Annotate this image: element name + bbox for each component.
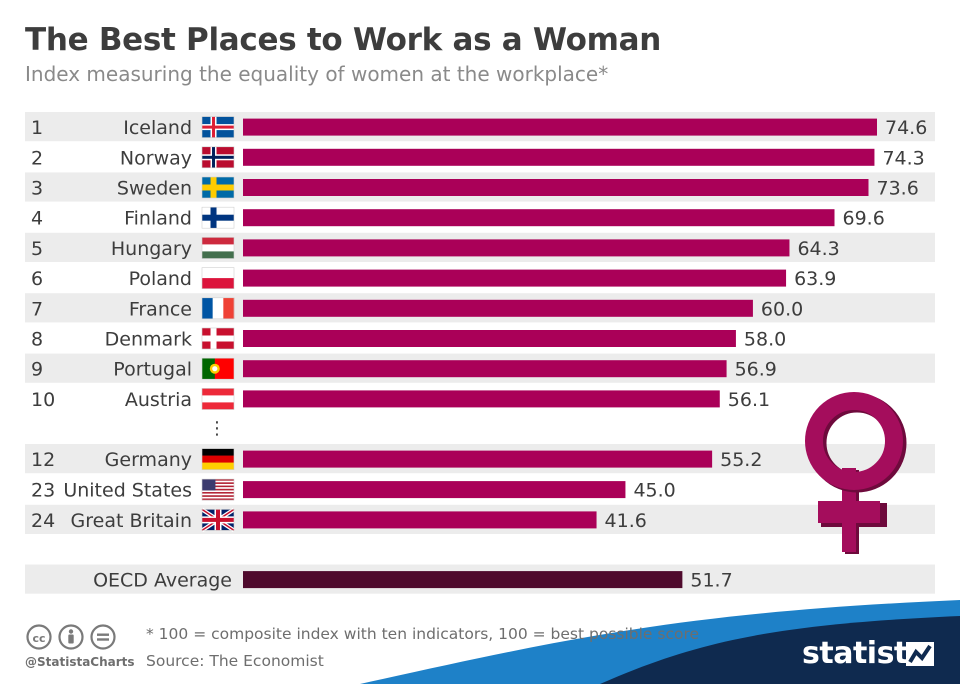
country-label: Austria: [125, 389, 192, 411]
value-label: 56.9: [735, 359, 777, 381]
source-note: Source: The Economist: [146, 652, 324, 670]
bar: [243, 239, 790, 257]
value-label: 58.0: [744, 329, 786, 351]
chart-title: The Best Places to Work as a Woman: [25, 22, 662, 58]
average-label: OECD Average: [93, 570, 232, 592]
statista-handle: @StatistaCharts: [25, 655, 135, 669]
france-flag: [201, 297, 235, 320]
bar: [243, 148, 875, 166]
bar: [243, 450, 713, 468]
country-label: Poland: [129, 268, 192, 290]
bar: [243, 269, 787, 287]
value-label: 63.9: [794, 268, 836, 290]
poland-flag: [201, 267, 235, 289]
svg-text:cc: cc: [32, 632, 45, 645]
rank-label: 10: [31, 389, 55, 411]
value-label: 55.2: [720, 449, 762, 471]
country-label: France: [129, 298, 192, 320]
rank-label: 2: [31, 147, 43, 169]
bar: [243, 390, 720, 408]
norway-flag: [201, 146, 235, 169]
rank-label: 1: [31, 117, 43, 139]
rank-label: 24: [31, 510, 55, 532]
value-label: 45.0: [633, 480, 675, 502]
bar: [243, 118, 877, 136]
hungary-flag: [201, 237, 235, 259]
license-icons: cc: [26, 624, 116, 650]
bar: [243, 360, 727, 378]
germany-flag: [201, 448, 235, 470]
bar: [243, 330, 736, 347]
rank-label: 7: [31, 298, 43, 320]
austria-flag: [201, 388, 235, 410]
rank-label: 8: [31, 329, 43, 351]
rank-label: 4: [31, 208, 43, 230]
country-label: Great Britain: [71, 510, 192, 532]
bar: [243, 179, 869, 196]
country-label: Finland: [124, 208, 192, 230]
chart-subtitle: Index measuring the equality of women at…: [25, 62, 609, 86]
value-label: 74.6: [885, 117, 927, 139]
value-label: 74.3: [882, 147, 924, 169]
rank-label: 5: [31, 238, 43, 260]
footnote: * 100 = composite index with ten indicat…: [146, 625, 700, 643]
average-bar: [243, 571, 683, 589]
sweden-flag: [201, 176, 235, 199]
rank-label: 3: [31, 178, 43, 200]
nd-icon: [90, 624, 116, 650]
value-label: 56.1: [728, 389, 770, 411]
rank-label: 6: [31, 268, 43, 290]
value-label: 60.0: [761, 298, 803, 320]
rank-label: 9: [31, 359, 43, 381]
uk-flag: [200, 507, 236, 533]
country-label: Germany: [105, 449, 192, 471]
country-label: Sweden: [117, 178, 192, 200]
bar: [243, 209, 835, 227]
value-label: 73.6: [877, 178, 919, 200]
value-label: 64.3: [797, 238, 839, 260]
usa-flag: [201, 478, 235, 501]
value-label: 69.6: [843, 208, 885, 230]
statista-logo-icon: [906, 642, 934, 666]
by-icon: [58, 624, 84, 650]
bar: [243, 481, 626, 499]
country-label: Hungary: [111, 238, 192, 260]
bar: [243, 511, 597, 529]
average-value-label: 51.7: [690, 570, 732, 592]
country-label: Portugal: [113, 359, 192, 381]
iceland-flag: [201, 116, 235, 138]
venus-symbol-icon: [805, 392, 907, 554]
denmark-flag: [201, 327, 235, 350]
rank-label: 12: [31, 449, 55, 471]
country-label: Denmark: [105, 329, 192, 351]
finland-flag: [201, 206, 235, 229]
country-label: United States: [63, 480, 192, 502]
rank-label: 23: [31, 480, 55, 502]
country-label: Norway: [120, 147, 192, 169]
bar: [243, 299, 753, 317]
gap-marker: ⋮: [208, 418, 226, 439]
portugal-flag: [201, 357, 235, 380]
value-label: 41.6: [605, 510, 647, 532]
cc-icon: cc: [26, 624, 52, 650]
country-label: Iceland: [123, 117, 192, 139]
